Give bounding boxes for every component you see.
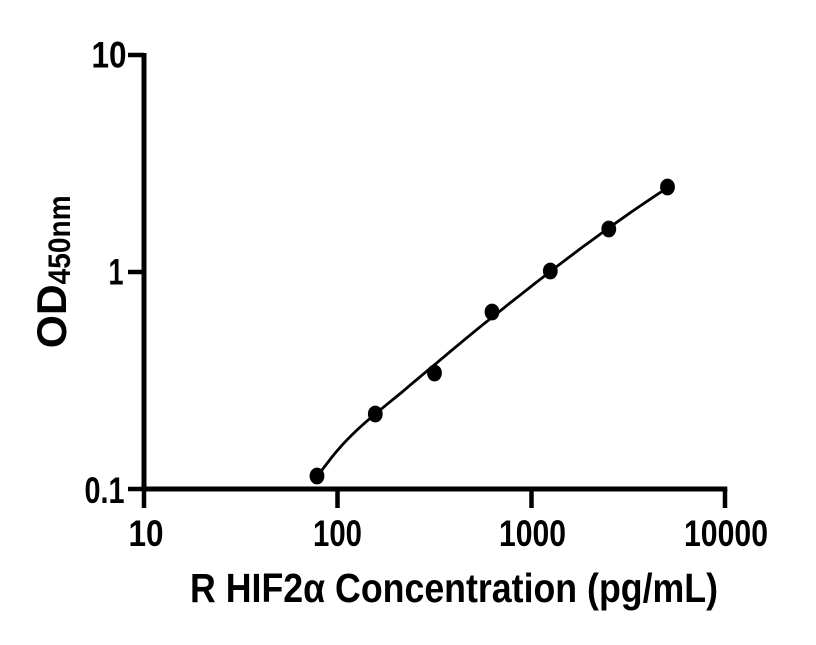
- svg-text:1000: 1000: [499, 513, 566, 554]
- svg-text:10000: 10000: [684, 513, 768, 554]
- svg-text:100: 100: [313, 513, 362, 554]
- svg-text:10: 10: [92, 35, 127, 76]
- svg-text:450nm: 450nm: [41, 195, 77, 284]
- svg-text:1: 1: [109, 252, 124, 293]
- svg-text:OD: OD: [28, 284, 75, 348]
- svg-text:10: 10: [129, 513, 164, 554]
- svg-text:R HIF2α Concentration (pg/mL): R HIF2α Concentration (pg/mL): [190, 565, 718, 611]
- svg-text:0.1: 0.1: [85, 470, 125, 511]
